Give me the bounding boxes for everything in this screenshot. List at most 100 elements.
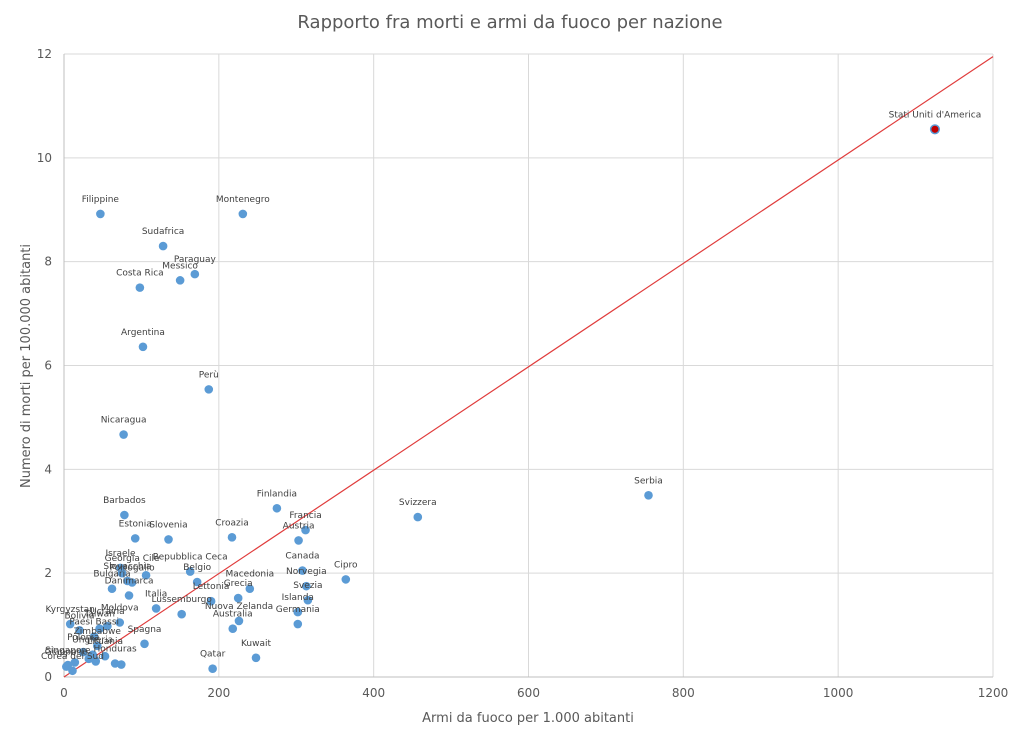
data-point: Giappone	[62, 662, 71, 671]
data-point: Lettonia	[206, 596, 216, 606]
y-tick-label: 6	[44, 359, 52, 373]
data-label: Belgio	[183, 563, 211, 573]
data-label: Serbia	[634, 476, 663, 486]
data-point: Montenegro	[238, 209, 248, 219]
x-tick-label: 1200	[978, 686, 1009, 700]
data-label: Paesi Bassi	[69, 618, 119, 628]
tick-labels: 0 200 400 600 800 1000 1200 0 2 4 6 8 10 12	[37, 47, 1009, 700]
data-point: Grecia	[233, 593, 243, 603]
data-point: Germania	[293, 619, 303, 629]
data-point: Polonia	[79, 647, 88, 657]
trendline	[63, 56, 994, 678]
data-label: Bulgaria	[93, 570, 130, 580]
data-point: Kyrgyzstan	[65, 619, 75, 629]
data-point: Belgio	[192, 577, 202, 587]
data-label: Austria	[283, 521, 315, 531]
data-point: Lituania	[100, 651, 110, 661]
data-point: Zimbabwe	[92, 641, 102, 651]
data-point: Nicaragua	[119, 430, 128, 439]
y-tick-label: 12	[37, 47, 52, 61]
data-point: Bolivia	[75, 625, 84, 635]
data-label: Georgia Cile	[105, 554, 160, 564]
data-point: Australia	[228, 624, 238, 634]
data-point: Messico	[175, 276, 185, 285]
data-point: Slovenia	[164, 535, 173, 544]
trendline-layer	[63, 56, 994, 678]
data-label: Lituania	[87, 637, 123, 647]
data-point: Paraguay	[190, 269, 200, 279]
data-point: Brasile	[116, 660, 126, 669]
data-label: Portogallo	[110, 564, 156, 574]
data-label: Svezia	[293, 581, 322, 591]
data-label: Slovacchia	[103, 562, 151, 572]
data-label: Norvegia	[286, 567, 327, 577]
data-point: Cile	[141, 570, 151, 580]
data-point: Repubblica Ceca	[185, 567, 195, 576]
data-point: Francia	[301, 525, 310, 535]
x-tick-label: 400	[362, 686, 385, 700]
data-label: Qatar	[200, 650, 226, 660]
data-label: Zimbabwe	[74, 627, 122, 637]
data-point: Nuova Zelanda	[234, 616, 244, 626]
data-point: Barbados	[120, 510, 129, 520]
data-label: Finlandia	[257, 489, 297, 499]
data-label: Sudafrica	[142, 227, 184, 237]
y-tick-label: 0	[44, 670, 52, 684]
data-point: Sudafrica	[158, 241, 168, 251]
data-point: Italia	[151, 604, 161, 613]
data-label: Kuwait	[241, 639, 272, 649]
data-point: Ucraina	[103, 621, 112, 631]
data-label: Australia	[213, 610, 253, 620]
data-point: Bangladesh	[90, 655, 100, 665]
data-label: Stati Uniti d'America	[889, 110, 982, 120]
data-label: Corea del Sud	[41, 652, 104, 662]
data-label: Spagna	[128, 625, 162, 635]
data-point: Svizzera	[413, 512, 423, 522]
x-axis-title: Armi da fuoco per 1.000 abitanti	[422, 711, 634, 726]
x-tick-label: 600	[517, 686, 540, 700]
data-label: Costa Rica	[116, 269, 164, 279]
data-label: Ucraina	[90, 607, 124, 617]
data-label: Moldova	[101, 603, 139, 613]
chart-title: Rapporto fra morti e armi da fuoco per n…	[297, 12, 722, 33]
gridlines	[64, 53, 994, 677]
data-point: Danimarca	[124, 591, 134, 600]
y-tick-label: 8	[44, 255, 52, 269]
data-label: Ungheria	[72, 636, 113, 646]
y-axis-title: Numero di morti per 100.000 abitanti	[19, 244, 34, 488]
data-label: Macedonia	[225, 570, 274, 580]
data-label: Argentina	[121, 328, 165, 338]
data-label: Nicaragua	[101, 416, 147, 426]
data-point: Qatar	[208, 664, 217, 673]
data-point: Serbia	[644, 490, 653, 500]
data-point: Canada	[298, 566, 307, 575]
data-point: Argentina	[138, 342, 148, 352]
data-label: Filippine	[82, 195, 120, 205]
data-label: Barbados	[103, 496, 146, 506]
data-point: Lussemburgo	[177, 609, 186, 619]
data-label: Svizzera	[399, 498, 437, 508]
data-point: Cina	[70, 658, 80, 667]
data-label: Kyrgyzstan	[46, 605, 95, 615]
axes	[63, 54, 993, 678]
x-tick-label: 800	[672, 686, 695, 700]
data-point: Croazia	[227, 533, 237, 542]
data-point: Bulgaria	[107, 584, 117, 594]
x-tick-label: 200	[207, 686, 230, 700]
data-label: Paraguay	[174, 255, 217, 265]
data-point: Svezia	[303, 595, 313, 605]
data-point: Paesi Bassi	[89, 632, 99, 641]
data-point: Islanda	[293, 607, 303, 617]
data-point: Taiwan	[95, 624, 104, 634]
data-label: Giappone	[45, 648, 89, 658]
data-label: Danimarca	[105, 576, 154, 586]
data-points: Stati Uniti d'America Filippine Montenegro…	[62, 124, 940, 676]
data-point: Estonia	[130, 534, 140, 543]
data-label: Messico	[162, 261, 198, 271]
data-point: Georgia	[117, 568, 127, 578]
y-tick-label: 10	[37, 151, 52, 165]
data-point: Moldova	[115, 618, 125, 627]
data-label: Lussemburgo	[151, 595, 212, 605]
